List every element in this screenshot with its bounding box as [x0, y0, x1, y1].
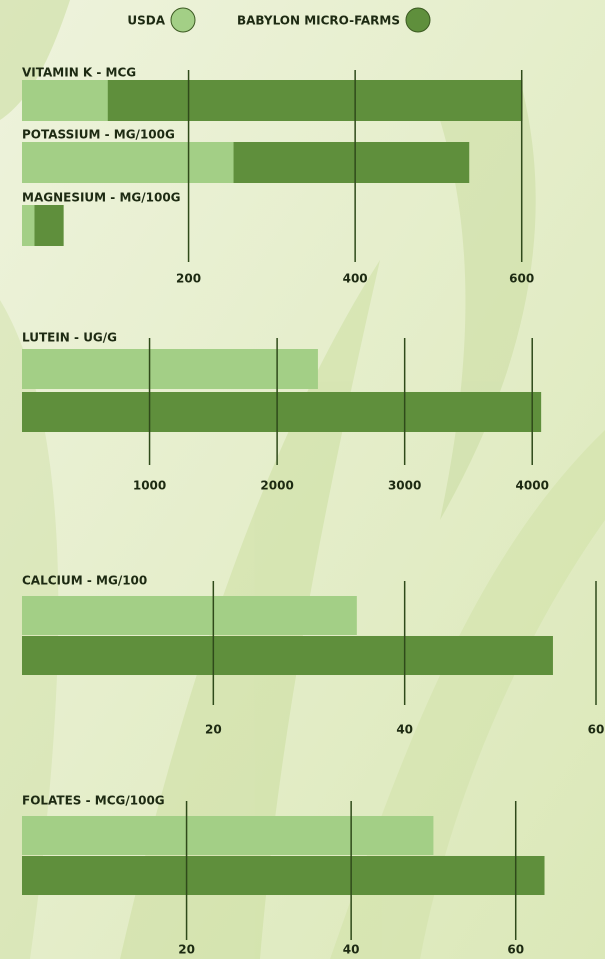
x-tick-label: 600	[509, 272, 534, 286]
x-tick-label: 1000	[133, 479, 166, 493]
category-label: MAGNESIUM - MG/100G	[22, 191, 181, 205]
bar	[22, 636, 553, 675]
bar	[22, 596, 357, 635]
x-tick-label: 40	[343, 943, 360, 957]
infographic: USDA BABYLON MICRO-FARMS VITAMIN K - MCG P…	[0, 0, 605, 959]
category-label: LUTEIN - UG/G	[22, 331, 117, 345]
bar	[22, 80, 108, 121]
x-tick-label: 60	[507, 943, 524, 957]
x-tick-label: 200	[176, 272, 201, 286]
legend-label: USDA	[127, 14, 165, 28]
category-label: FOLATES - MCG/100G	[22, 794, 165, 808]
x-tick-label: 4000	[516, 479, 549, 493]
category-label: POTASSIUM - MG/100G	[22, 128, 175, 142]
bar	[22, 816, 433, 855]
x-tick-label: 400	[343, 272, 368, 286]
x-tick-label: 40	[396, 723, 413, 737]
x-tick-label: 2000	[260, 479, 293, 493]
x-tick-label: 20	[178, 943, 195, 957]
bar	[22, 349, 318, 389]
bar	[22, 142, 234, 183]
x-tick-label: 3000	[388, 479, 421, 493]
category-label: CALCIUM - MG/100	[22, 574, 147, 588]
bar	[22, 392, 541, 432]
bar	[22, 205, 34, 246]
legend-swatch	[406, 8, 430, 32]
x-tick-label: 20	[205, 723, 222, 737]
legend-label: BABYLON MICRO-FARMS	[237, 14, 400, 28]
legend-swatch	[171, 8, 195, 32]
x-tick-label: 60	[588, 723, 605, 737]
category-label: VITAMIN K - MCG	[22, 66, 136, 80]
bar	[22, 856, 545, 895]
